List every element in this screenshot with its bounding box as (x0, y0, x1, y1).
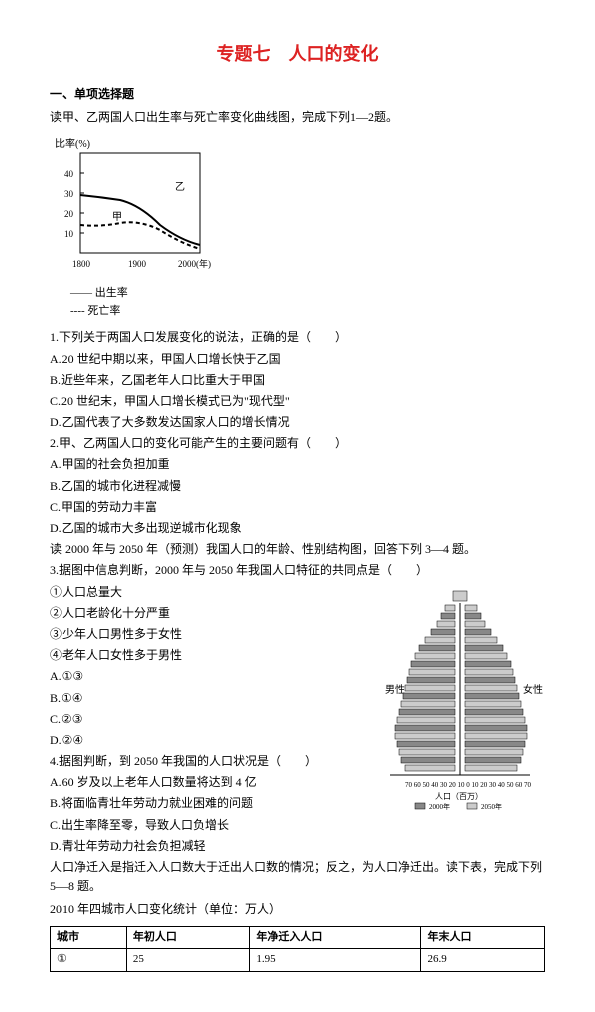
chart1-ylabel: 比率(%) (55, 137, 90, 150)
svg-text:乙: 乙 (175, 181, 185, 193)
q2b: B.乙国的城市化进程减慢 (50, 477, 545, 496)
q4d: D.青壮年劳动力社会负担减轻 (50, 837, 545, 856)
table-header-city: 城市 (51, 926, 127, 949)
intro-1: 读甲、乙两国人口出生率与死亡率变化曲线图，完成下列1—2题。 (50, 108, 545, 127)
page-title: 专题七 人口的变化 (50, 40, 545, 69)
svg-text:20: 20 (64, 209, 74, 219)
q3: 3.据图中信息判断，2000 年与 2050 年我国人口特征的共同点是（ ） (50, 561, 545, 580)
pyramid-female-label: 女性 (523, 683, 543, 696)
svg-text:2000(年): 2000(年) (178, 258, 211, 269)
population-table: 城市 年初人口 年净迁入人口 年末人口 ① 25 1.95 26.9 (50, 926, 545, 972)
table-row: ① 25 1.95 26.9 (51, 949, 545, 972)
table-header-netin: 年净迁入人口 (250, 926, 421, 949)
svg-text:1900: 1900 (128, 259, 147, 269)
intro-2: 读 2000 年与 2050 年（预测）我国人口的年龄、性别结构图，回答下列 3… (50, 540, 545, 559)
table-header-end: 年末人口 (421, 926, 545, 949)
table-caption: 2010 年四城市人口变化统计（单位：万人） (50, 900, 545, 919)
chart1-legend-birth: —— 出生率 (70, 287, 128, 299)
population-pyramid: 男性 女性 (375, 583, 545, 819)
svg-text:30: 30 (64, 189, 74, 199)
svg-text:2050年: 2050年 (481, 802, 502, 811)
chart-1-birth-death: 比率(%) 40 30 20 10 乙 甲 1800 1900 2000(年) … (50, 135, 545, 320)
q1c: C.20 世纪末，甲国人口增长模式已为"现代型" (50, 392, 545, 411)
chart1-legend-death: ---- 死亡率 (70, 305, 120, 317)
table-header-row: 城市 年初人口 年净迁入人口 年末人口 (51, 926, 545, 949)
svg-text:2000年: 2000年 (429, 802, 450, 811)
section-head: 一、单项选择题 (50, 85, 545, 104)
table-cell: 26.9 (421, 949, 545, 972)
svg-text:1800: 1800 (72, 259, 91, 269)
table-cell: 25 (126, 949, 250, 972)
table-header-start: 年初人口 (126, 926, 250, 949)
pyramid-male-label: 男性 (385, 683, 405, 696)
svg-text:70 60 50 40 30 20 10 0 10 20 3: 70 60 50 40 30 20 10 0 10 20 30 40 50 60… (405, 781, 532, 789)
svg-text:10: 10 (64, 229, 74, 239)
intro-3: 人口净迁入是指迁入人口数大于迁出人口数的情况；反之，为人口净迁出。读下表，完成下… (50, 858, 545, 896)
table-cell: 1.95 (250, 949, 421, 972)
q1d: D.乙国代表了大多数发达国家人口的增长情况 (50, 413, 545, 432)
q2c: C.甲国的劳动力丰富 (50, 498, 545, 517)
q2d: D.乙国的城市大多出现逆城市化现象 (50, 519, 545, 538)
svg-text:人口（百万）: 人口（百万） (435, 792, 483, 801)
svg-text:40: 40 (64, 169, 74, 179)
q1b: B.近些年来，乙国老年人口比重大于甲国 (50, 371, 545, 390)
q2: 2.甲、乙两国人口的变化可能产生的主要问题有（ ） (50, 434, 545, 453)
q1a: A.20 世纪中期以来，甲国人口增长快于乙国 (50, 350, 545, 369)
q1: 1.下列关于两国人口发展变化的说法，正确的是（ ） (50, 328, 545, 347)
svg-text:甲: 甲 (112, 212, 122, 223)
table-cell: ① (51, 949, 127, 972)
q2a: A.甲国的社会负担加重 (50, 455, 545, 474)
